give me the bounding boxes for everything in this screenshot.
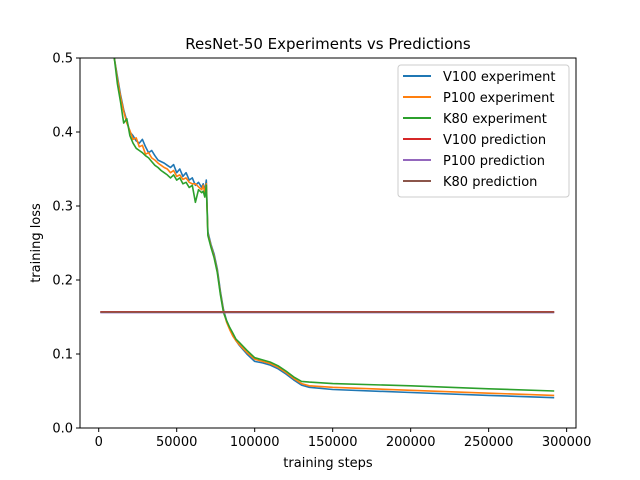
y-tick-label: 0.5	[52, 52, 73, 67]
x-tick-label: 300000	[542, 435, 592, 450]
chart-title: ResNet-50 Experiments vs Predictions	[185, 35, 471, 53]
y-tick-label: 0.0	[52, 422, 73, 437]
x-tick-label: 250000	[464, 435, 514, 450]
y-tick-label: 0.2	[52, 274, 73, 289]
legend-label-v100-prediction: V100 prediction	[443, 133, 546, 148]
x-axis: 0 50000 100000 150000 200000 250000 300000	[95, 428, 592, 450]
y-axis: 0.0 0.1 0.2 0.3 0.4 0.5	[52, 52, 80, 437]
x-tick-label: 150000	[308, 435, 358, 450]
legend: V100 experiment P100 experiment K80 experi…	[397, 64, 570, 198]
legend-label-k80-prediction: K80 prediction	[443, 175, 537, 190]
series-line-v100-experiment	[113, 58, 555, 399]
legend-label-p100-experiment: P100 experiment	[443, 91, 554, 106]
x-tick-label: 200000	[386, 435, 436, 450]
y-tick-label: 0.3	[52, 200, 73, 215]
y-tick-label: 0.4	[52, 126, 73, 141]
x-axis-label: training steps	[283, 456, 373, 471]
x-tick-label: 50000	[156, 435, 197, 450]
legend-label-k80-experiment: K80 experiment	[443, 112, 547, 127]
legend-box	[397, 64, 570, 198]
y-axis-label: training loss	[29, 203, 44, 283]
legend-label-p100-prediction: P100 prediction	[443, 154, 545, 169]
series-line-k80-experiment	[113, 58, 555, 392]
x-tick-label: 100000	[230, 435, 280, 450]
series-layer	[100, 58, 555, 399]
plot-frame	[79, 57, 577, 429]
x-tick-label: 0	[95, 435, 103, 450]
y-tick-label: 0.1	[52, 348, 73, 363]
legend-label-v100-experiment: V100 experiment	[443, 70, 556, 85]
series-line-p100-experiment	[113, 58, 555, 397]
